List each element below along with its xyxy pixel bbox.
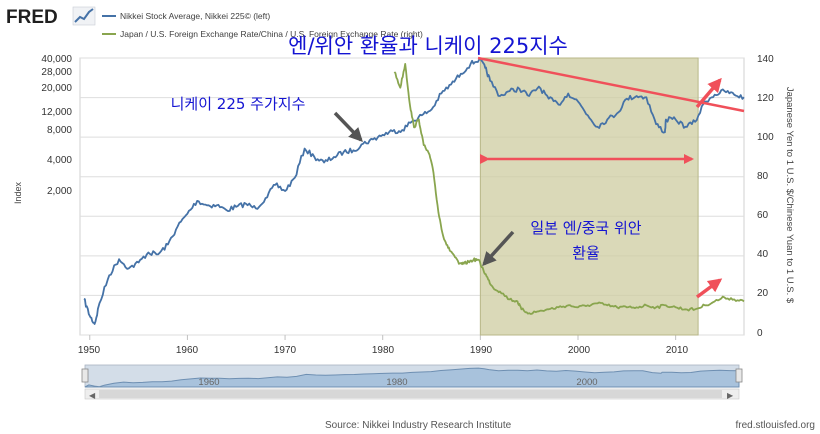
annotation-fx-line2: 환율 [572, 244, 600, 262]
fred-logo[interactable]: FRED [6, 7, 58, 28]
left-tick-label: 20,000 [41, 83, 72, 94]
right-tick-label: 40 [757, 249, 769, 260]
left-tick-label: 8,000 [47, 125, 72, 136]
fred-logo-graph-icon [72, 6, 96, 26]
right-tick-label: 120 [757, 93, 774, 104]
x-axis: 1950 1960 1970 1980 1990 2000 2010 [78, 345, 689, 356]
shaded-region [479, 57, 699, 336]
annotation-fx-line1: 일본 엔/중국 위안 [530, 219, 641, 237]
left-tick-label: 2,000 [47, 186, 72, 197]
nikkei-pointer-arrow [333, 111, 363, 143]
right-tick-label: 80 [757, 171, 769, 182]
fx-pointer-arrow [482, 230, 515, 267]
legend-label-nikkei: Nikkei Stock Average, Nikkei 225© (left) [120, 11, 270, 21]
range-navigator[interactable]: 1960 1980 2000 ◀ ▶ [81, 364, 743, 400]
left-axis-title: Index [13, 181, 23, 204]
x-tick-label: 1970 [274, 345, 297, 356]
right-tick-label: 20 [757, 288, 769, 299]
left-tick-label: 12,000 [41, 107, 72, 118]
fred-site-link[interactable]: fred.stlouisfed.org [736, 420, 816, 431]
scrollbar-thumb[interactable] [99, 390, 722, 398]
source-note: Source: Nikkei Industry Research Institu… [325, 420, 512, 431]
x-tick-label: 1950 [78, 345, 101, 356]
scroll-left-arrow-icon[interactable]: ◀ [89, 391, 96, 400]
right-axis: 140 120 100 80 60 40 20 0 [757, 54, 774, 339]
scroll-right-arrow-icon[interactable]: ▶ [727, 391, 734, 400]
left-axis: 40,000 28,000 20,000 12,000 8,000 4,000 … [41, 54, 72, 197]
annotation-nikkei: 니케이 225 주가지수 [171, 95, 306, 113]
nikkei-rise-arrow [695, 77, 722, 109]
navigator-label: 2000 [576, 377, 597, 388]
right-tick-label: 140 [757, 54, 774, 65]
x-tick-label: 1960 [176, 345, 199, 356]
series-line-fx [393, 63, 745, 315]
right-tick-label: 0 [757, 328, 763, 339]
right-tick-label: 60 [757, 210, 769, 221]
x-tick-label: 2010 [666, 345, 689, 356]
navigator-left-handle[interactable] [81, 368, 89, 383]
x-tick-label: 2000 [568, 345, 591, 356]
left-tick-label: 4,000 [47, 155, 72, 166]
navigator-label: 1960 [198, 377, 219, 388]
x-tick-label: 1980 [372, 345, 395, 356]
right-tick-label: 100 [757, 132, 774, 143]
annotation-title: 엔/위안 환율과 니케이 225지수 [288, 34, 568, 58]
left-tick-label: 28,000 [41, 67, 72, 78]
navigator-right-handle[interactable] [735, 368, 743, 383]
right-axis-title: Japanese Yen to 1 U.S. $/Chinese Yuan to… [784, 87, 795, 304]
navigator-series [84, 367, 740, 388]
legend-label-fx: Japan / U.S. Foreign Exchange Rate/China… [120, 29, 423, 39]
left-tick-label: 40,000 [41, 54, 72, 65]
navigator-label: 1980 [386, 377, 407, 388]
fx-rise-arrow [695, 278, 723, 299]
x-tick-label: 1990 [470, 345, 493, 356]
